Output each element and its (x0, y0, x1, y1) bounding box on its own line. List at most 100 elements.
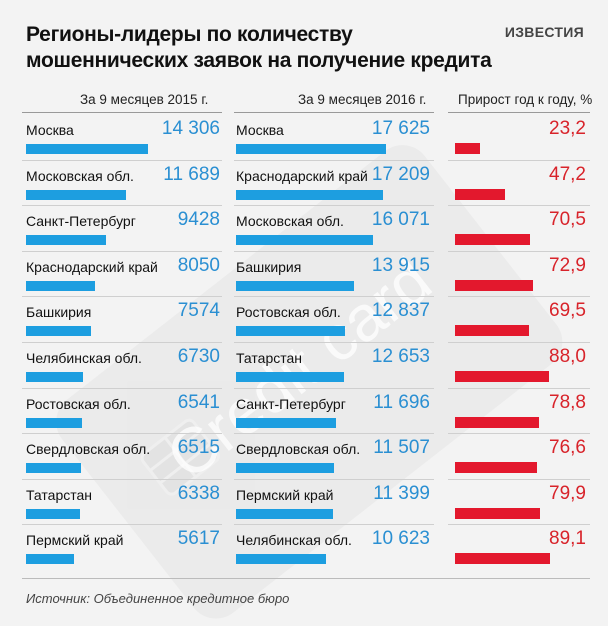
row-separator-2015 (22, 250, 222, 252)
row-separator-2016 (234, 387, 434, 389)
label-2016-7: Свердловская обл. (236, 441, 361, 458)
row-separator-2016 (234, 478, 434, 480)
growth-bar-0 (455, 143, 480, 154)
value-2016-7: 11 507 (373, 437, 430, 459)
value-2015-2: 9428 (177, 209, 220, 231)
row-separator-2015 (22, 478, 222, 480)
bar-2015-3 (26, 280, 95, 291)
bar-2016-3 (236, 280, 355, 291)
row-separator-2016 (234, 159, 434, 161)
label-2016-1: Краснодарский край (236, 167, 368, 184)
chart-title: Регионы-лидеры по количеству мошенническ… (26, 23, 492, 72)
growth-bar-1 (455, 188, 506, 200)
row-separator-2016 (234, 342, 434, 343)
label-2016-9: Челябинская обл. (236, 532, 352, 549)
row-separator-growth (448, 296, 590, 298)
growth-value-8: 79,9 (549, 482, 586, 504)
value-2015-0: 14 306 (161, 118, 220, 139)
bar-2016-5 (236, 372, 344, 382)
label-2015-7: Свердловская обл. (26, 441, 151, 458)
label-2015-9: Пермский край (26, 532, 124, 549)
bar-2016-9 (236, 554, 327, 565)
label-2016-2: Московская обл. (236, 213, 344, 230)
row-separator-2015 (22, 205, 222, 207)
value-2015-1: 11 689 (163, 163, 220, 185)
value-2016-4: 12 837 (371, 300, 430, 322)
row-separator-2016 (234, 205, 434, 207)
bar-2015-0 (26, 144, 148, 154)
value-2015-6: 6541 (177, 391, 220, 413)
growth-value-9: 89,1 (549, 528, 586, 550)
row-separator-growth (448, 342, 590, 343)
growth-bar-5 (455, 371, 549, 382)
row-separator-2015 (22, 433, 222, 435)
row-separator-2016 (234, 524, 434, 526)
value-2016-6: 11 696 (373, 391, 430, 413)
bar-2016-2 (236, 235, 373, 246)
growth-value-6: 78,8 (549, 391, 586, 413)
growth-bar-6 (455, 416, 539, 428)
label-2016-5: Татарстан (236, 350, 303, 366)
growth-bar-7 (455, 462, 537, 474)
label-2015-2: Санкт-Петербург (26, 213, 136, 230)
value-2016-5: 12 653 (371, 346, 430, 367)
bar-2015-9 (26, 554, 74, 565)
row-separator-growth (448, 205, 590, 207)
source-note: Источник: Объединенное кредитное бюро (26, 591, 290, 606)
value-2016-3: 13 915 (371, 254, 430, 276)
bar-2015-6 (26, 417, 82, 428)
row-separator-2016 (234, 433, 434, 435)
value-2016-9: 10 623 (371, 528, 430, 550)
row-separator-2015 (22, 524, 222, 526)
label-2015-5: Челябинская обл. (26, 350, 142, 366)
label-2016-4: Ростовская обл. (236, 304, 341, 321)
bar-2016-4 (236, 326, 346, 337)
brand-logo-text: ИЗВЕСТИЯ (504, 24, 584, 40)
growth-bar-4 (455, 325, 530, 337)
bar-2016-6 (236, 417, 336, 428)
value-2015-8: 6338 (177, 482, 220, 504)
bar-2015-1 (26, 189, 126, 200)
growth-value-0: 23,2 (549, 118, 586, 139)
row-separator-2015 (22, 159, 222, 161)
label-2015-8: Татарстан (26, 486, 93, 503)
growth-value-5: 88,0 (549, 346, 586, 367)
growth-value-7: 76,6 (549, 437, 586, 459)
label-2016-8: Пермский край (236, 486, 334, 503)
value-2015-9: 5617 (177, 528, 220, 550)
bar-2016-1 (236, 189, 383, 200)
label-2015-6: Ростовская обл. (26, 395, 131, 412)
value-2016-2: 16 071 (371, 209, 430, 231)
growth-bar-2 (455, 234, 531, 246)
label-2015-0: Москва (26, 122, 74, 138)
bar-2015-4 (26, 326, 91, 337)
value-2015-7: 6515 (177, 437, 220, 459)
header-growth: Прирост год к году, % (458, 92, 593, 107)
label-2015-1: Московская обл. (26, 167, 134, 184)
value-2016-8: 11 399 (373, 482, 430, 504)
bar-2016-8 (236, 508, 333, 519)
bar-2016-0 (236, 144, 386, 154)
label-2016-0: Москва (236, 122, 284, 138)
row-separator-2015 (22, 387, 222, 389)
row-separator-2016 (234, 296, 434, 298)
bar-2015-2 (26, 235, 107, 246)
row-separator-growth (448, 250, 590, 252)
label-2015-3: Краснодарский край (26, 258, 158, 275)
header-2016: За 9 месяцев 2016 г. (298, 92, 427, 107)
label-2016-6: Санкт-Петербург (236, 395, 346, 412)
value-2015-5: 6730 (177, 346, 220, 367)
growth-value-1: 47,2 (549, 163, 586, 185)
value-2016-1: 17 209 (371, 163, 430, 185)
footer-rule (22, 578, 590, 579)
row-separator-2015 (22, 342, 222, 343)
header-rule-growth (448, 112, 590, 113)
growth-value-3: 72,9 (549, 254, 586, 276)
bar-2015-8 (26, 508, 80, 519)
bar-2015-7 (26, 463, 82, 474)
bar-2015-5 (26, 372, 84, 382)
bar-2016-7 (236, 463, 334, 474)
value-2016-0: 17 625 (371, 118, 430, 139)
label-2016-3: Башкирия (236, 258, 302, 275)
row-separator-growth (448, 433, 590, 435)
